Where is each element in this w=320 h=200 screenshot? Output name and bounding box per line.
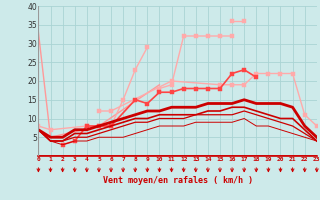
X-axis label: Vent moyen/en rafales ( km/h ): Vent moyen/en rafales ( km/h ) xyxy=(103,176,252,185)
